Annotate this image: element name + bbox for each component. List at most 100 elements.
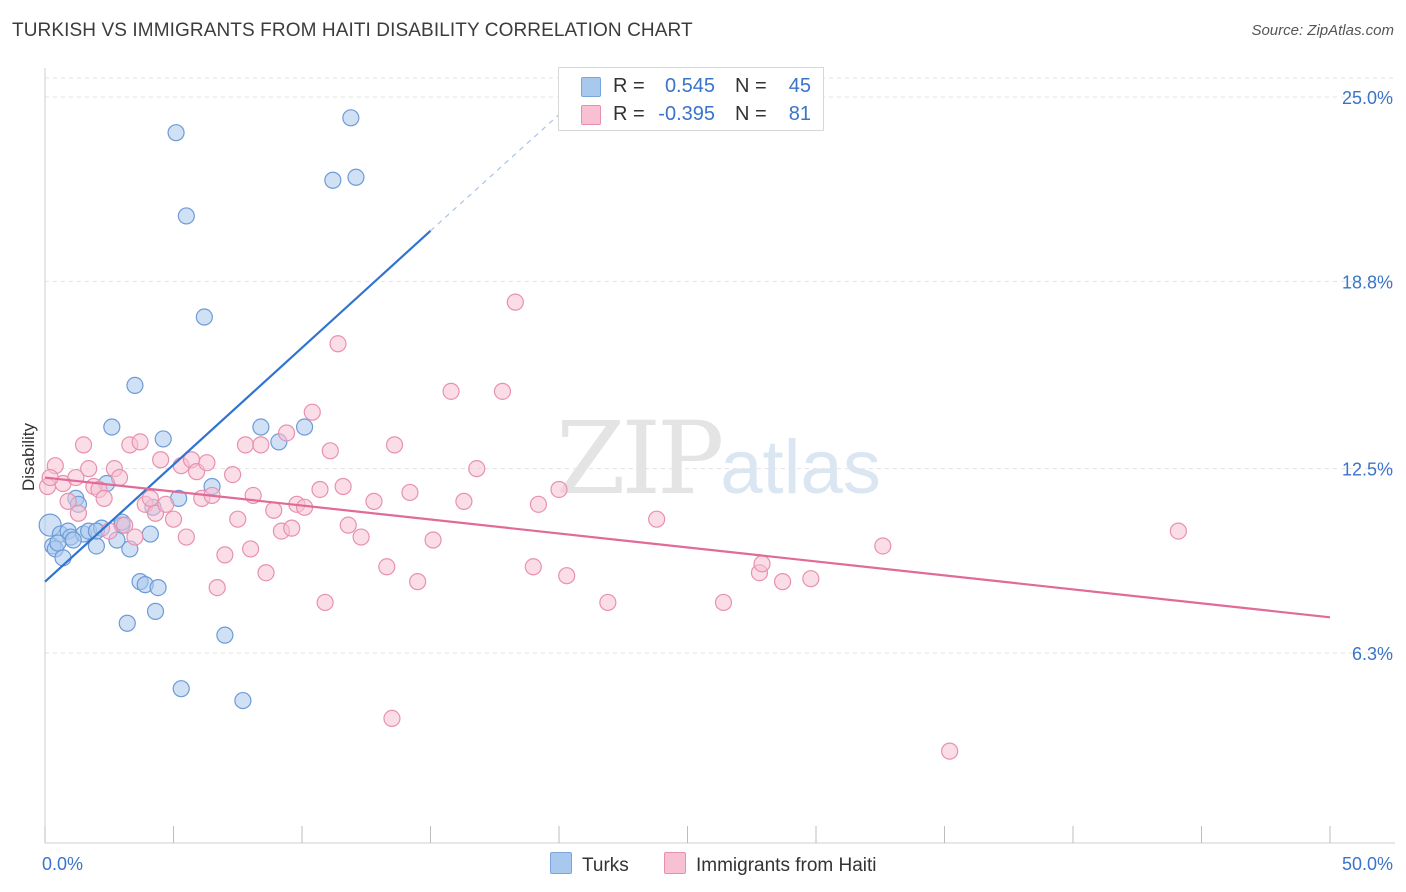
point-turks <box>167 124 185 142</box>
point-haiti <box>409 573 427 591</box>
point-haiti <box>455 492 473 510</box>
x-tick-label: 0.0% <box>42 854 83 874</box>
point-haiti <box>550 480 568 499</box>
point-haiti <box>753 555 771 573</box>
point-haiti <box>316 593 334 612</box>
point-turks <box>49 534 67 552</box>
legend-n-value: 45 <box>788 75 811 97</box>
point-turks <box>146 602 165 620</box>
point-turks <box>141 525 159 543</box>
point-haiti <box>321 442 339 460</box>
legend-swatch-turks <box>581 77 601 97</box>
watermark: ZIPatlas <box>556 400 881 517</box>
legend-n-label: N = <box>735 75 767 97</box>
point-haiti <box>385 436 404 454</box>
point-haiti <box>229 510 247 528</box>
point-haiti <box>303 403 321 421</box>
legend-r-value: 0.545 <box>664 75 715 97</box>
point-haiti <box>126 528 144 546</box>
point-haiti <box>69 504 88 522</box>
bottom-legend-label-turks: Turks <box>582 855 629 876</box>
point-haiti <box>95 489 113 507</box>
point-haiti <box>524 558 542 576</box>
point-haiti <box>265 501 283 519</box>
point-haiti <box>365 492 383 510</box>
point-haiti <box>80 460 98 478</box>
point-haiti <box>116 516 134 534</box>
point-haiti <box>311 480 329 499</box>
point-turks <box>252 418 270 436</box>
point-haiti <box>141 489 159 507</box>
point-haiti <box>242 540 260 558</box>
correlation-legend: R = 0.545 N = 45 R = -0.395 N = 81 <box>558 67 824 131</box>
x-tick-label: 50.0% <box>1342 854 1393 874</box>
point-haiti <box>714 593 733 612</box>
trendline-turks-extension <box>430 102 573 232</box>
point-haiti <box>177 528 195 546</box>
point-haiti <box>874 537 892 555</box>
point-haiti <box>110 468 129 487</box>
point-turks <box>342 109 360 127</box>
point-turks <box>177 207 195 225</box>
watermark-atlas: atlas <box>720 425 881 510</box>
point-haiti <box>283 519 301 537</box>
trendline-turks <box>44 229 432 583</box>
source-label: Source: ZipAtlas.com <box>1251 22 1394 39</box>
watermark-zip: ZIP <box>556 400 724 517</box>
legend-n-value: 81 <box>788 103 811 125</box>
point-haiti <box>1169 522 1187 540</box>
point-haiti <box>802 570 820 588</box>
point-haiti <box>773 573 792 591</box>
point-haiti <box>339 516 357 534</box>
point-turks <box>347 168 365 186</box>
point-haiti <box>558 567 576 585</box>
point-haiti <box>131 433 149 451</box>
point-haiti <box>208 578 226 597</box>
point-haiti <box>100 522 118 540</box>
point-haiti <box>329 335 347 353</box>
point-haiti <box>424 531 442 549</box>
y-axis-label: Disability <box>19 422 38 491</box>
point-haiti <box>468 460 486 478</box>
point-turks <box>149 578 167 597</box>
point-haiti <box>198 454 216 472</box>
point-haiti <box>216 546 234 564</box>
point-turks <box>234 691 252 710</box>
legend-r-value: -0.395 <box>658 103 715 125</box>
point-haiti <box>257 564 275 582</box>
legend-row-haiti: R = -0.395 N = 81 <box>559 100 823 128</box>
y-tick-label: 25.0% <box>1342 88 1393 108</box>
point-haiti <box>352 528 370 546</box>
legend-n-label: N = <box>735 103 767 125</box>
point-haiti <box>236 436 255 454</box>
point-haiti <box>383 709 401 728</box>
point-turks <box>216 626 234 644</box>
legend-row-turks: R = 0.545 N = 45 <box>559 72 823 100</box>
bottom-legend-turks: Turks <box>550 852 629 877</box>
bottom-legend-label-haiti: Immigrants from Haiti <box>696 855 877 876</box>
point-haiti <box>157 495 175 513</box>
legend-r-label: R = <box>613 103 645 125</box>
legend-swatch-haiti <box>581 105 601 125</box>
point-haiti <box>529 495 548 513</box>
bottom-legend-haiti: Immigrants from Haiti <box>664 852 877 877</box>
point-haiti <box>442 382 460 400</box>
point-turks <box>103 418 121 436</box>
point-haiti <box>378 558 396 576</box>
point-haiti <box>648 510 666 528</box>
point-haiti <box>277 424 296 442</box>
point-turks <box>126 376 144 395</box>
point-haiti <box>401 483 419 502</box>
y-tick-label: 12.5% <box>1342 460 1393 480</box>
point-turks <box>195 308 213 326</box>
y-tick-label: 6.3% <box>1352 644 1393 664</box>
point-haiti <box>506 293 524 311</box>
bottom-legend-swatch-turks <box>550 852 572 874</box>
point-turks <box>54 549 72 567</box>
point-haiti <box>74 436 93 454</box>
point-turks <box>118 614 136 632</box>
point-turks <box>324 171 342 189</box>
point-haiti <box>252 436 270 454</box>
bottom-legend-swatch-haiti <box>664 852 686 874</box>
